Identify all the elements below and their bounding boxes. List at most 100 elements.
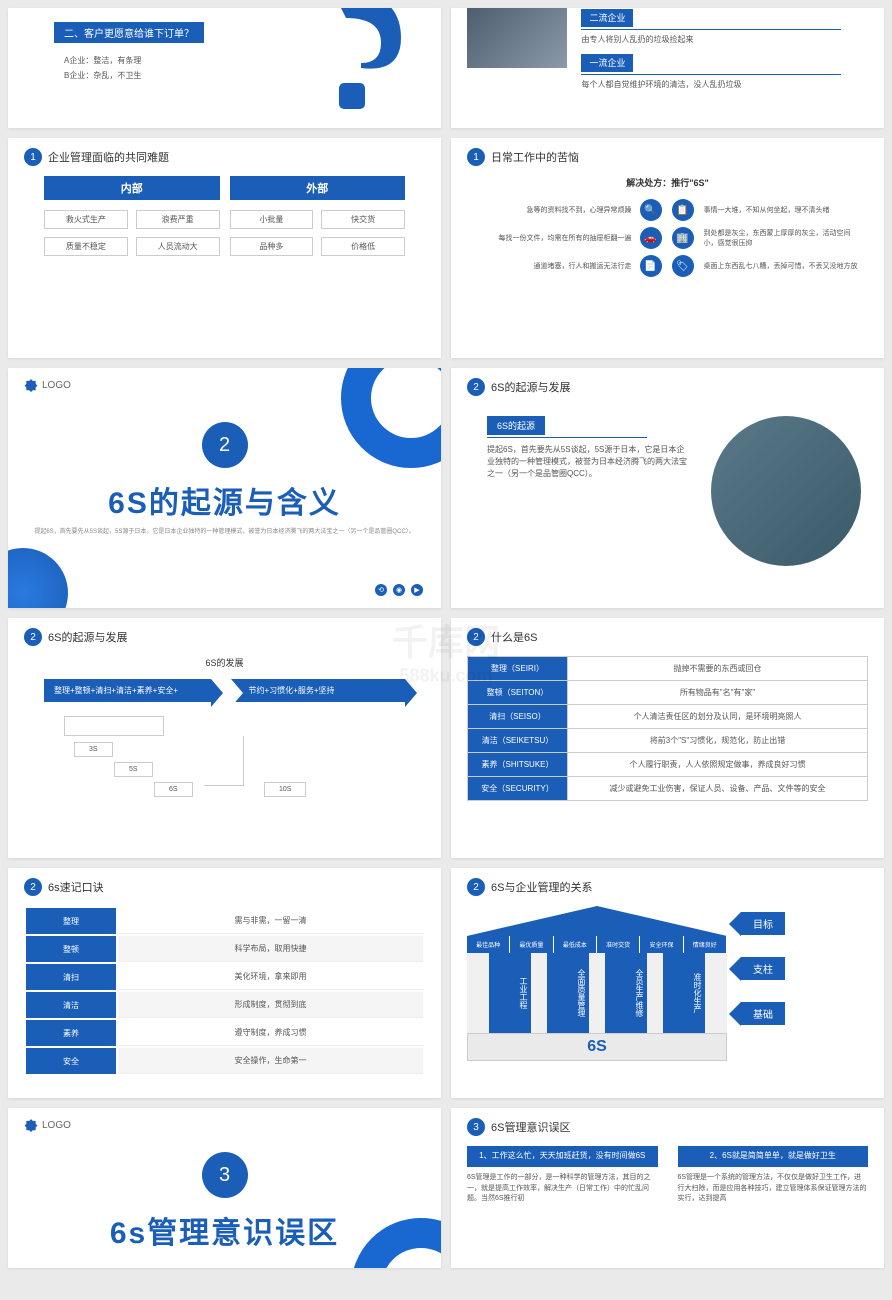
s7-b0: 3S: [74, 742, 113, 757]
s9-v1: 科学布局，取用快捷: [118, 936, 423, 962]
badge-3: 3: [467, 1118, 485, 1136]
s3-right-head: 外部: [230, 176, 406, 200]
s8-h1: 整顿（SEITON）: [468, 681, 568, 705]
s7-outline2: [204, 736, 244, 786]
s4-title: 日常工作中的苦恼: [491, 149, 579, 165]
s3-r0: 小批量: [230, 210, 314, 229]
s10-p1: 全面质量管理: [547, 953, 589, 1033]
logo-11: LOGO: [24, 1118, 425, 1132]
s7-center: 6S的发展: [24, 656, 425, 669]
s3-r1: 快交货: [321, 210, 405, 229]
s9-v2: 美化环境，拿来即用: [118, 964, 423, 990]
s4-l2: 通道堵塞，行人和搬运无法行走: [477, 261, 632, 271]
s4-r1: 到处都是灰尘，东西蒙上厚厚的灰尘，活动空间小，感觉很压抑: [704, 228, 859, 248]
s9-title: 6s速记口诀: [48, 879, 104, 895]
slide-12: 36S管理意识误区 1、工作这么忙，天天加班赶货，没有时间做6S 6S管理是工作…: [451, 1108, 884, 1268]
document-icon: 📄: [640, 255, 662, 277]
nav-dots: ⟲◉▶: [375, 584, 423, 596]
clipboard-icon: 📋: [672, 199, 694, 221]
s12-t1: 6S管理是工作的一部分，是一种科学的管理方法，其目的之一，就是提高工作效率，解决…: [467, 1173, 658, 1205]
s8-v1: 所有物品有"名"有"家": [568, 681, 868, 705]
s7-title: 6S的起源与发展: [48, 629, 127, 645]
s4-r2: 桌面上东西乱七八糟，丢掉可惜，不丢又没地方放: [704, 261, 859, 271]
s6-text: 提起6S，首先要先从5S谈起，5S源于日本，它是日本企业独特的一种管理模式，被誉…: [487, 444, 687, 480]
badge-1: 1: [24, 148, 42, 166]
s3-l1: 浪费严重: [136, 210, 220, 229]
s4-r0: 事情一大堆，不知从何坐起，理不清头绪: [704, 205, 859, 215]
slide-9: 2 6s速记口诀 整理需与非需，一留一清 整顿科学布局，取用快捷 清扫美化环境，拿…: [8, 868, 441, 1098]
s10-p3: 准时化生产: [663, 953, 705, 1033]
s12-h2: 2、6S就是简简单单，就是做好卫生: [678, 1146, 869, 1166]
s10-t5: 情绪良好: [684, 936, 727, 953]
s9-h3: 清洁: [26, 992, 116, 1018]
s8-h3: 清洁（SEIKETSU）: [468, 729, 568, 753]
section-title: 6S的起源与含义: [24, 478, 425, 522]
s9-h2: 清扫: [26, 964, 116, 990]
s7-arrow1: 整理+整顿+清扫+清洁+素养+安全+: [44, 679, 211, 702]
s8-v2: 个人清洁责任区的划分及认同，是环境明亮照人: [568, 705, 868, 729]
building-icon: 🏢: [672, 227, 694, 249]
s8-v3: 将前3个"S"习惯化，规范化，防止出错: [568, 729, 868, 753]
badge-2e: 2: [467, 878, 485, 896]
slide-3: 1企业管理面临的共同难题 内部 救火式生产浪费严重 质量不稳定人员流动大 外部 …: [8, 138, 441, 358]
slide-2: 二流企业 由专人将别人乱扔的垃圾捡起来 一流企业 每个人都自觉维护环境的清洁，没…: [451, 8, 884, 128]
s3-left-head: 内部: [44, 176, 220, 200]
s8-h2: 清扫（SEISO）: [468, 705, 568, 729]
s2-label1: 二流企业: [581, 9, 633, 27]
logo-text-11: LOGO: [42, 1120, 71, 1131]
s10-t2: 最低成本: [554, 936, 597, 953]
section-sub: 提起6S，首先要先从5S谈起，5S源于日本，它是日本企业独特的一种管理模式，被誉…: [24, 528, 425, 536]
slide-grid: 二、客户更愿意给谁下订单？ A企业：整洁，有条理 B企业：杂乱，不卫生 二流企业…: [8, 8, 884, 1268]
slide-8: 2什么是6S 整理（SEIRI）抛掉不需要的东西或回仓 整顿（SEITON）所有…: [451, 618, 884, 858]
decor-circle-small: [8, 548, 68, 608]
s3-l0: 救火式生产: [44, 210, 128, 229]
s9-h1: 整顿: [26, 936, 116, 962]
section-number: 2: [202, 422, 248, 468]
s2-image: [467, 8, 567, 68]
s10-l0: 目标: [741, 912, 785, 935]
slide-5: LOGO 2 6S的起源与含义 提起6S，首先要先从5S谈起，5S源于日本，它是…: [8, 368, 441, 608]
s10-p0: 工业工程: [489, 953, 531, 1033]
badge-2b: 2: [24, 628, 42, 646]
s9-v4: 遵守制度，养成习惯: [118, 1020, 423, 1046]
s7-b1: 5S: [114, 762, 153, 777]
house-diagram: 最佳品种 最优质量 最低成本 准时交货 安全环保 情绪良好 工业工程 全面质量管…: [467, 906, 727, 1061]
s4-subtitle: 解决处方：推行"6S": [467, 176, 868, 189]
s4-l0: 急等的资料找不到，心理异常烦躁: [477, 205, 632, 215]
s6-image: [711, 416, 861, 566]
s9-v0: 需与非需，一留一清: [118, 908, 423, 934]
s8-h5: 安全（SECURITY）: [468, 777, 568, 801]
s6-title: 6S的起源与发展: [491, 379, 570, 395]
s10-p2: 全员生产维修: [605, 953, 647, 1033]
s9-v5: 安全操作，生命第一: [118, 1048, 423, 1074]
house-roof: [467, 906, 727, 936]
s9-table: 整理需与非需，一留一清 整顿科学布局，取用快捷 清扫美化环境，拿来即用 清洁形成…: [24, 906, 425, 1076]
tag-icon: 🏷: [672, 255, 694, 277]
s12-h1: 1、工作这么忙，天天加班赶货，没有时间做6S: [467, 1146, 658, 1166]
s3-r3: 价格低: [321, 237, 405, 256]
badge-2d: 2: [24, 878, 42, 896]
s9-v3: 形成制度，贯彻到底: [118, 992, 423, 1018]
section-number-11: 3: [202, 1152, 248, 1198]
s9-h5: 安全: [26, 1048, 116, 1074]
s2-label2: 一流企业: [581, 54, 633, 72]
question-mark-icon: [291, 8, 411, 118]
s10-t1: 最优质量: [510, 936, 553, 953]
s3-l2: 质量不稳定: [44, 237, 128, 256]
slide-6: 26S的起源与发展 6S的起源 提起6S，首先要先从5S谈起，5S源于日本，它是…: [451, 368, 884, 608]
s9-h4: 素养: [26, 1020, 116, 1046]
search-icon: 🔍: [640, 199, 662, 221]
slide-10: 26S与企业管理的关系 最佳品种 最优质量 最低成本 准时交货 安全环保 情绪良…: [451, 868, 884, 1098]
s10-base: 6S: [467, 1033, 727, 1061]
s7-outline: [64, 716, 164, 736]
s12-t2: 6S管理是一个系统的管理方法，不仅仅是做好卫生工作，进行大扫除，而是应用各种技巧…: [678, 1173, 869, 1205]
logo-text: LOGO: [42, 380, 71, 391]
s8-v5: 减少或避免工业伤害，保证人员、设备、产品、文件等的安全: [568, 777, 868, 801]
slide-4: 1日常工作中的苦恼 解决处方：推行"6S" 急等的资料找不到，心理异常烦躁 🔍 …: [451, 138, 884, 358]
slide-1: 二、客户更愿意给谁下订单？ A企业：整洁，有条理 B企业：杂乱，不卫生: [8, 8, 441, 128]
decor-circle-big: [341, 368, 441, 468]
s8-v4: 个人履行职责，人人依照规定做事，养成良好习惯: [568, 753, 868, 777]
badge-2c: 2: [467, 628, 485, 646]
s9-h0: 整理: [26, 908, 116, 934]
s3-l3: 人员流动大: [136, 237, 220, 256]
